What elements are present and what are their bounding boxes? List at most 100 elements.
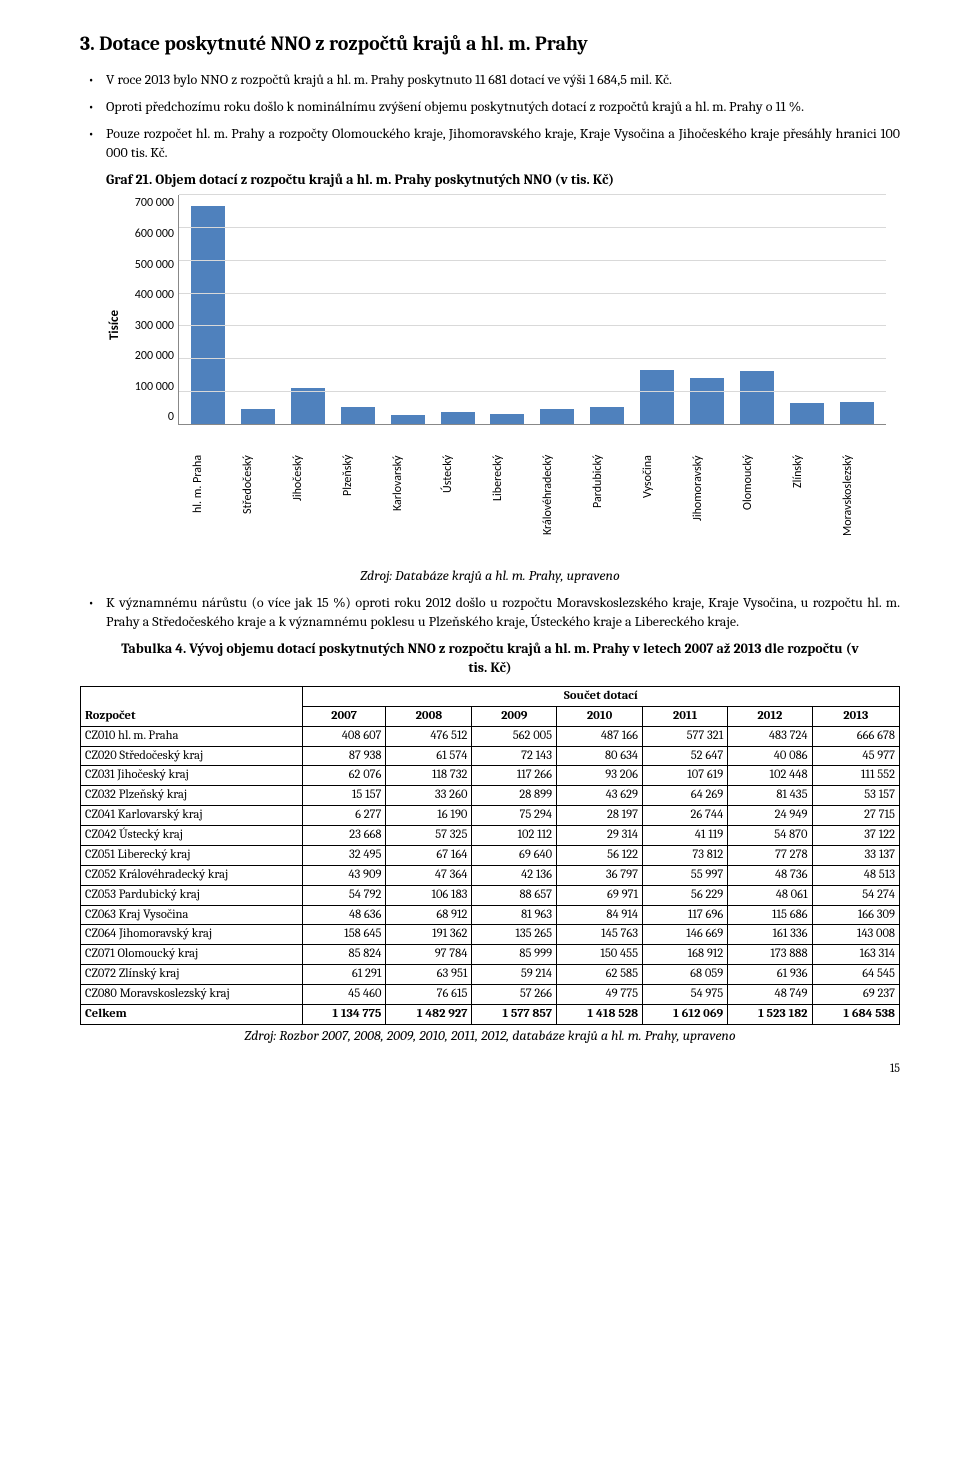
table-header-year: 2007 xyxy=(302,706,386,726)
cell-value: 40 086 xyxy=(728,746,812,766)
row-label: CZ031 Jihočeský kraj xyxy=(81,766,303,786)
cell-value: 1 684 538 xyxy=(812,1004,899,1024)
table-row: CZ020 Středočeský kraj87 93861 57472 143… xyxy=(81,746,900,766)
bar xyxy=(840,402,874,425)
cell-value: 85 824 xyxy=(302,945,386,965)
cell-value: 135 265 xyxy=(472,925,557,945)
cell-value: 88 657 xyxy=(472,885,557,905)
cell-value: 666 678 xyxy=(812,726,899,746)
x-tick: Plzeňský xyxy=(340,455,374,565)
cell-value: 62 585 xyxy=(557,965,643,985)
cell-value: 84 914 xyxy=(557,905,643,925)
cell-value: 118 732 xyxy=(386,766,472,786)
cell-value: 408 607 xyxy=(302,726,386,746)
cell-value: 102 448 xyxy=(728,766,812,786)
cell-value: 55 997 xyxy=(643,865,728,885)
cell-value: 54 975 xyxy=(643,985,728,1005)
chart-plot xyxy=(178,195,886,425)
cell-value: 41 119 xyxy=(643,826,728,846)
cell-value: 48 636 xyxy=(302,905,386,925)
cell-value: 61 936 xyxy=(728,965,812,985)
cell-value: 32 495 xyxy=(302,845,386,865)
cell-value: 115 686 xyxy=(728,905,812,925)
y-tick: 200 000 xyxy=(135,348,174,364)
cell-value: 54 274 xyxy=(812,885,899,905)
y-tick: 300 000 xyxy=(135,318,174,334)
cell-value: 48 736 xyxy=(728,865,812,885)
cell-value: 102 112 xyxy=(472,826,557,846)
cell-value: 146 669 xyxy=(643,925,728,945)
cell-value: 1 134 775 xyxy=(302,1004,386,1024)
cell-value: 1 418 528 xyxy=(557,1004,643,1024)
table-row: CZ071 Olomoucký kraj85 82497 78485 99915… xyxy=(81,945,900,965)
cell-value: 45 977 xyxy=(812,746,899,766)
row-label: Celkem xyxy=(81,1004,303,1024)
table-row: CZ051 Liberecký kraj32 49567 16469 64056… xyxy=(81,845,900,865)
bar xyxy=(441,412,475,424)
cell-value: 49 775 xyxy=(557,985,643,1005)
grid-line xyxy=(179,358,886,359)
cell-value: 145 763 xyxy=(557,925,643,945)
cell-value: 72 143 xyxy=(472,746,557,766)
table-row: CZ064 Jihomoravský kraj158 645191 362135… xyxy=(81,925,900,945)
cell-value: 150 455 xyxy=(557,945,643,965)
y-tick: 600 000 xyxy=(135,226,174,242)
cell-value: 106 183 xyxy=(386,885,472,905)
cell-value: 562 005 xyxy=(472,726,557,746)
x-tick: Liberecký xyxy=(490,455,524,565)
x-tick: Středočeský xyxy=(240,455,274,565)
row-label: CZ064 Jihomoravský kraj xyxy=(81,925,303,945)
table-header-year: 2010 xyxy=(557,706,643,726)
row-label: CZ032 Plzeňský kraj xyxy=(81,786,303,806)
y-tick: 400 000 xyxy=(135,287,174,303)
cell-value: 61 291 xyxy=(302,965,386,985)
cell-value: 81 435 xyxy=(728,786,812,806)
table-row: CZ072 Zlínský kraj61 29163 95159 21462 5… xyxy=(81,965,900,985)
cell-value: 33 137 xyxy=(812,845,899,865)
cell-value: 97 784 xyxy=(386,945,472,965)
cell-value: 85 999 xyxy=(472,945,557,965)
row-label: CZ071 Olomoucký kraj xyxy=(81,945,303,965)
row-label: CZ010 hl. m. Praha xyxy=(81,726,303,746)
x-tick: Jihomoravský xyxy=(690,455,724,565)
x-tick: Ústecký xyxy=(440,455,474,565)
table-header-year: 2012 xyxy=(728,706,812,726)
cell-value: 16 190 xyxy=(386,806,472,826)
cell-value: 56 229 xyxy=(643,885,728,905)
y-tick: 500 000 xyxy=(135,257,174,273)
x-tick: Moravskoslezský xyxy=(840,455,874,565)
table-header-rozpocet: Rozpočet xyxy=(81,686,303,726)
cell-value: 47 364 xyxy=(386,865,472,885)
cell-value: 73 812 xyxy=(643,845,728,865)
cell-value: 158 645 xyxy=(302,925,386,945)
cell-value: 43 909 xyxy=(302,865,386,885)
cell-value: 168 912 xyxy=(643,945,728,965)
grid-line xyxy=(179,325,886,326)
chart-y-axis: 700 000600 000500 000400 000300 000200 0… xyxy=(124,195,178,425)
cell-value: 1 482 927 xyxy=(386,1004,472,1024)
bar xyxy=(291,388,325,424)
row-label: CZ041 Karlovarský kraj xyxy=(81,806,303,826)
cell-value: 56 122 xyxy=(557,845,643,865)
cell-value: 75 294 xyxy=(472,806,557,826)
cell-value: 577 321 xyxy=(643,726,728,746)
bar xyxy=(640,370,674,424)
cell-value: 27 715 xyxy=(812,806,899,826)
cell-value: 173 888 xyxy=(728,945,812,965)
chart-y-label: Tisíce xyxy=(106,195,124,455)
cell-value: 28 899 xyxy=(472,786,557,806)
cell-value: 24 949 xyxy=(728,806,812,826)
cell-value: 77 278 xyxy=(728,845,812,865)
row-label: CZ020 Středočeský kraj xyxy=(81,746,303,766)
table-header-year: 2008 xyxy=(386,706,472,726)
bar xyxy=(391,415,425,424)
table-row: CZ080 Moravskoslezský kraj45 46076 61557… xyxy=(81,985,900,1005)
cell-value: 29 314 xyxy=(557,826,643,846)
cell-value: 48 749 xyxy=(728,985,812,1005)
cell-value: 80 634 xyxy=(557,746,643,766)
cell-value: 87 938 xyxy=(302,746,386,766)
cell-value: 62 076 xyxy=(302,766,386,786)
bar xyxy=(790,403,824,424)
y-tick: 0 xyxy=(168,409,174,425)
cell-value: 69 237 xyxy=(812,985,899,1005)
